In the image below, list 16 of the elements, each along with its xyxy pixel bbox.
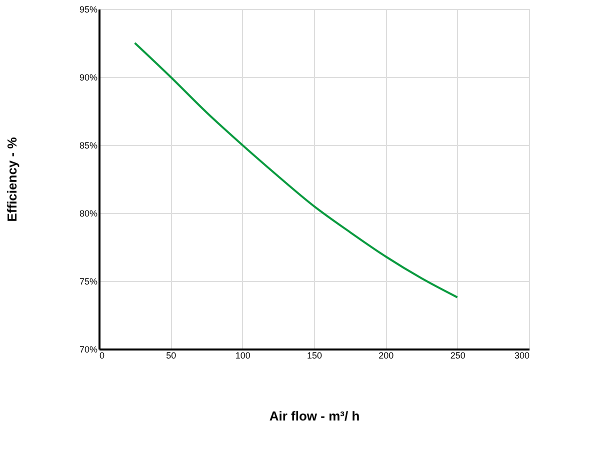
y-axis-title: Efficiency - % [4, 136, 20, 222]
x-axis-title: Air flow - m³/ h [269, 408, 360, 424]
y-tick-label: 80% [79, 208, 98, 218]
x-tick-label: 250 [450, 350, 466, 360]
x-tick-label: 50 [166, 350, 176, 360]
y-tick-label: 70% [79, 344, 98, 354]
x-tick-label: 200 [378, 350, 394, 360]
y-tick-label: 90% [79, 72, 98, 82]
x-tick-label: 150 [306, 350, 322, 360]
x-tick-label: 0 [100, 350, 105, 360]
x-tick-label: 300 [514, 350, 530, 360]
y-tick-label: 95% [79, 4, 98, 14]
line-series [134, 42, 458, 298]
x-tick-label: 100 [235, 350, 250, 360]
y-tick-label: 75% [79, 276, 98, 286]
y-tick-label: 85% [79, 140, 98, 150]
